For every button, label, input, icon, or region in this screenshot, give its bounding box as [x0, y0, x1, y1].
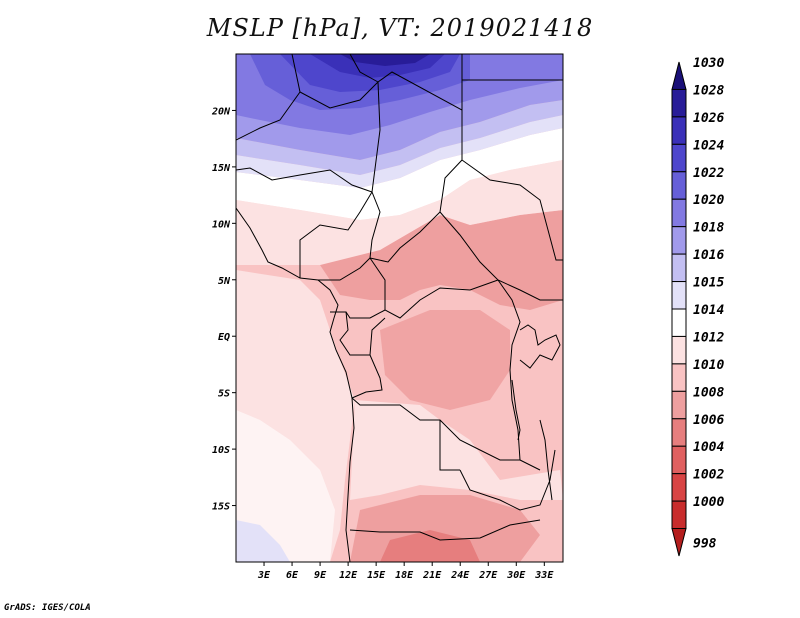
lat-tick-label: 10N — [212, 219, 231, 230]
border-libya-egypt — [291, 54, 563, 110]
lat-tick-label: 5S — [218, 389, 230, 400]
lon-tick-label: 9E — [314, 570, 327, 581]
colorbar-swatch — [671, 308, 687, 337]
lon-tick-label: 21E — [422, 570, 442, 581]
colorbar-label: 1022 — [693, 166, 724, 181]
colorbar: 1030 1028 1026 1024 1022 1020 1018 1016 1015 1014… — [671, 56, 724, 557]
lon-tick-label: 33E — [534, 570, 554, 581]
colorbar-swatch — [671, 198, 687, 228]
field-1008-basin — [380, 310, 510, 410]
colorbar-label: 1002 — [693, 468, 724, 483]
lat-tick-label: EQ — [218, 332, 230, 343]
colorbar-swatch — [671, 445, 687, 475]
colorbar-label: 1012 — [693, 330, 724, 345]
colorbar-swatch — [671, 253, 687, 283]
border-zambia — [459, 449, 556, 511]
colorbar-label: 1006 — [693, 413, 724, 428]
field-1015-sw — [236, 520, 290, 562]
colorbar-swatch — [671, 500, 687, 530]
colorbar-label: 1018 — [693, 221, 724, 236]
lon-tick-label: 30E — [506, 570, 526, 581]
colorbar-swatch-top — [671, 61, 687, 90]
colorbar-swatch — [671, 281, 687, 310]
colorbar-label: 1030 — [693, 56, 724, 71]
colorbar-label: 1008 — [693, 385, 724, 400]
border-gabon-congo — [330, 311, 386, 399]
colorbar-label: 1020 — [693, 193, 724, 208]
colorbar-swatch — [671, 363, 687, 392]
colorbar-label: 1004 — [693, 440, 724, 455]
field-1028-core — [340, 54, 430, 66]
colorbar-label: 1010 — [693, 358, 724, 373]
colorbar-label: 1016 — [693, 248, 724, 263]
colorbar-label: 1000 — [693, 495, 724, 510]
colorbar-swatch-bottom — [671, 528, 687, 557]
colorbar-label: 1028 — [693, 83, 724, 98]
border-drc-south — [351, 397, 520, 471]
field-1008-central — [320, 210, 563, 310]
lon-tick-label: 18E — [395, 570, 414, 581]
map-boundaries — [236, 54, 563, 562]
field-1015-band — [236, 115, 563, 188]
lon-tick-label: 6E — [286, 570, 299, 581]
map-frame — [235, 53, 564, 563]
lon-tick-label: 12E — [339, 570, 358, 581]
border-niger-mali — [236, 91, 373, 193]
colorbar-swatch — [671, 418, 687, 447]
colorbar-label: 1015 — [693, 276, 724, 291]
colorbar-label: 1026 — [693, 111, 724, 126]
lon-tick-label: 24E — [450, 570, 470, 581]
colorbar-label: 998 — [693, 536, 717, 551]
border-nigeria — [299, 190, 381, 281]
lon-tick-label: 27E — [478, 570, 498, 581]
colorbar-swatch — [671, 473, 687, 502]
longitude-axis: 3E 6E 9E 12E 15E 18E 21E 24E 27E 30E 33E — [257, 562, 554, 581]
lat-tick-label: 10S — [212, 445, 230, 456]
colorbar-swatch — [671, 171, 687, 200]
colorbar-label: 1014 — [693, 303, 724, 318]
latitude-axis: 20N 15N 10N 5N EQ 5S 10S 15S — [211, 106, 236, 513]
colorbar-swatch — [671, 116, 687, 145]
pressure-field — [236, 54, 563, 562]
border-chad — [369, 71, 463, 263]
field-1014-ridge — [236, 128, 563, 220]
field-1014-sw — [236, 410, 335, 562]
grads-credit: GrADS: IGES/COLA — [4, 603, 91, 613]
lon-tick-label: 15E — [367, 570, 386, 581]
colorbar-swatch — [671, 143, 687, 173]
lat-tick-label: 15S — [212, 502, 230, 513]
colorbar-swatch — [671, 226, 687, 255]
lat-tick-label: 5N — [218, 276, 231, 287]
lakes-east — [511, 324, 561, 501]
lat-tick-label: 20N — [211, 106, 231, 117]
lon-tick-label: 3E — [257, 570, 271, 581]
border-drc-east — [497, 279, 541, 471]
field-1016-band — [236, 100, 563, 175]
colorbar-swatch — [671, 390, 687, 420]
lat-tick-label: 15N — [212, 163, 231, 174]
map-title: MSLP [hPa], VT: 2019021418 — [206, 14, 594, 42]
field-1012-north — [236, 160, 563, 265]
border-angola-south — [349, 519, 541, 541]
colorbar-swatch — [671, 335, 687, 365]
field-1012-south-central — [350, 400, 563, 500]
coastline-west-africa — [236, 207, 355, 562]
colorbar-swatch — [671, 88, 687, 118]
colorbar-label: 1024 — [693, 138, 724, 153]
field-1006-south — [380, 530, 480, 562]
